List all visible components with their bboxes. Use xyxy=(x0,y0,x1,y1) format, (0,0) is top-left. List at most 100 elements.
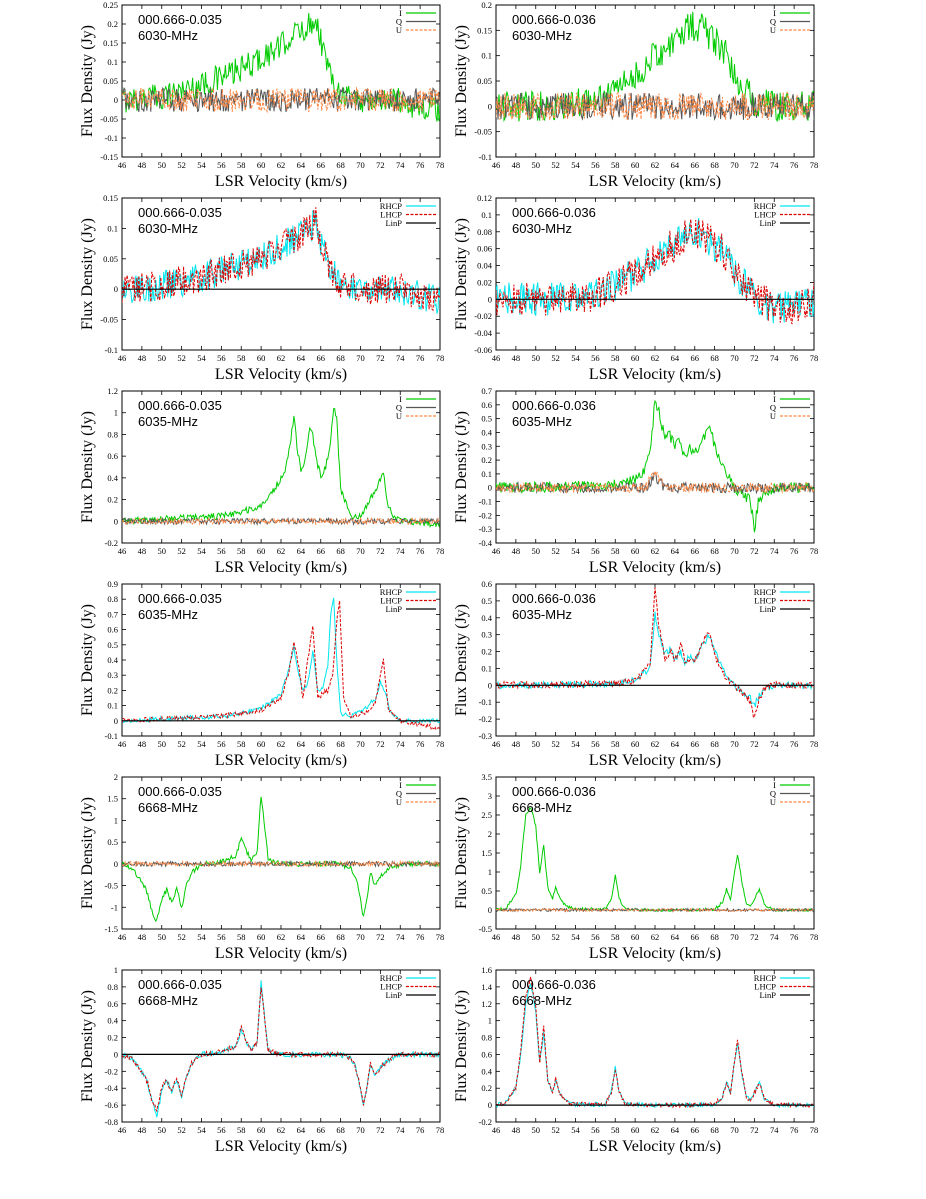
y-tick-label: -0.5 xyxy=(105,881,118,891)
x-tick-label: 76 xyxy=(790,932,799,942)
y-tick-label: 0 xyxy=(488,1100,492,1110)
x-tick-label: 72 xyxy=(750,160,759,170)
chart-panel-7: 46 48 50 52 54 56 58 60 62 64 66 68 70 72 74 76 78-0.100… xyxy=(79,579,444,769)
x-tick-label: 60 xyxy=(257,160,266,170)
y-tick-label: 0.4 xyxy=(107,655,118,665)
y-tick-label: 0.05 xyxy=(103,76,118,86)
chart-panel-12: 46 48 50 52 54 56 58 60 62 64 66 68 70 72 74 76 78-0.200… xyxy=(453,965,818,1155)
y-tick-label: 0.6 xyxy=(481,400,492,410)
y-tick-label: -0.05 xyxy=(100,114,118,124)
chart-panel-11: 46 48 50 52 54 56 58 60 62 64 66 68 70 72 74 76 78 -0.8 -0… xyxy=(79,965,444,1155)
y-tick-label: 0.3 xyxy=(481,441,492,451)
frequency-label: 6668-MHz xyxy=(138,993,198,1008)
x-tick-label: 72 xyxy=(376,353,385,363)
x-tick-label: 56 xyxy=(591,739,600,749)
y-tick-label: 0 xyxy=(114,284,118,294)
legend-label-linp: LinP xyxy=(385,604,402,614)
x-tick-label: 56 xyxy=(591,160,600,170)
y-axis-label: Flux Density (Jy) xyxy=(79,25,96,137)
y-axis-label: Flux Density (Jy) xyxy=(79,218,96,330)
y-tick-label: 0.25 xyxy=(103,0,118,10)
y-tick-label: -0.2 xyxy=(105,538,118,548)
x-tick-label: 58 xyxy=(611,1125,620,1135)
source-name: 000.666-0.036 xyxy=(512,591,596,606)
x-tick-label: 66 xyxy=(691,932,700,942)
y-tick-label: 0 xyxy=(114,516,118,526)
x-tick-label: 54 xyxy=(571,160,580,170)
x-tick-label: 68 xyxy=(336,353,345,363)
y-tick-label: 0.6 xyxy=(481,579,492,589)
y-tick-label: -0.2 xyxy=(479,1117,492,1127)
legend-label-lhcp: LHCP xyxy=(754,210,776,220)
frequency-label: 6035-MHz xyxy=(512,414,572,429)
x-tick-label: 68 xyxy=(336,546,345,556)
x-tick-label: 74 xyxy=(396,1125,405,1135)
series-line-u xyxy=(496,907,814,913)
x-tick-label: 54 xyxy=(197,1125,206,1135)
x-tick-label: 58 xyxy=(237,546,246,556)
series-line-u xyxy=(496,91,814,122)
y-tick-label: 0.6 xyxy=(481,1049,492,1059)
x-tick-label: 78 xyxy=(436,160,445,170)
legend-label-u: U xyxy=(770,411,776,421)
x-tick-label: 54 xyxy=(571,739,580,749)
x-tick-label: 66 xyxy=(317,932,326,942)
series-line-lhcp xyxy=(122,600,440,731)
series-line-i xyxy=(496,807,814,913)
x-tick-label: 64 xyxy=(671,739,680,749)
series-line-lhcp xyxy=(496,219,814,325)
x-tick-label: 54 xyxy=(197,932,206,942)
x-tick-label: 62 xyxy=(651,932,660,942)
legend-label-rhcp: RHCP xyxy=(754,587,776,597)
y-tick-label: 0 xyxy=(488,294,492,304)
y-tick-label: 0.5 xyxy=(481,414,492,424)
y-tick-label: 0 xyxy=(114,859,118,869)
x-tick-label: 72 xyxy=(376,739,385,749)
x-tick-label: 72 xyxy=(750,1125,759,1135)
chart-panel-2: 46 48 50 52 54 56 58 60 62 64 66 68 70 72 74 76 78 -0.1 -0… xyxy=(453,0,818,190)
source-name: 000.666-0.035 xyxy=(138,12,222,27)
x-tick-label: 74 xyxy=(770,932,779,942)
chart-panel-1: 46 48 50 52 54 56 58 60 62 64 66 68 70 72 74 76 78 -0.15 -… xyxy=(79,0,444,190)
x-tick-label: 58 xyxy=(237,932,246,942)
x-tick-label: 50 xyxy=(532,739,541,749)
x-tick-label: 70 xyxy=(356,932,365,942)
y-tick-label: 1 xyxy=(488,867,492,877)
x-tick-label: 76 xyxy=(416,160,425,170)
y-tick-label: -0.5 xyxy=(479,924,492,934)
x-tick-label: 50 xyxy=(158,932,167,942)
x-tick-label: 78 xyxy=(810,546,819,556)
x-tick-label: 54 xyxy=(197,546,206,556)
x-tick-label: 46 xyxy=(492,1125,501,1135)
y-tick-label: -0.1 xyxy=(105,345,118,355)
y-tick-label: 0.2 xyxy=(107,19,118,29)
y-tick-label: 2 xyxy=(114,772,118,782)
series-line-i xyxy=(122,796,440,923)
x-tick-label: 48 xyxy=(138,1125,147,1135)
x-tick-label: 74 xyxy=(396,932,405,942)
y-tick-label: 0.5 xyxy=(107,837,118,847)
y-tick-label: 0 xyxy=(488,680,492,690)
y-axis-label: Flux Density (Jy) xyxy=(79,990,96,1102)
x-tick-label: 78 xyxy=(810,160,819,170)
x-tick-label: 72 xyxy=(750,739,759,749)
y-tick-label: -0.1 xyxy=(105,731,118,741)
x-tick-label: 50 xyxy=(158,353,167,363)
x-tick-label: 46 xyxy=(118,932,127,942)
x-tick-label: 50 xyxy=(158,1125,167,1135)
y-tick-label: -0.05 xyxy=(474,127,492,137)
y-tick-label: 0.8 xyxy=(107,594,118,604)
x-tick-label: 62 xyxy=(277,353,286,363)
x-axis-label: LSR Velocity (km/s) xyxy=(589,559,721,576)
y-tick-label: 0.2 xyxy=(481,0,492,10)
x-tick-label: 70 xyxy=(356,353,365,363)
legend-label-q: Q xyxy=(770,789,776,799)
x-tick-label: 48 xyxy=(512,160,521,170)
frequency-label: 6035-MHz xyxy=(138,607,198,622)
y-tick-label: 1.5 xyxy=(481,848,492,858)
x-axis-label: LSR Velocity (km/s) xyxy=(589,945,721,962)
x-tick-label: 48 xyxy=(138,546,147,556)
y-tick-label: 0 xyxy=(114,95,118,105)
x-tick-label: 48 xyxy=(138,160,147,170)
